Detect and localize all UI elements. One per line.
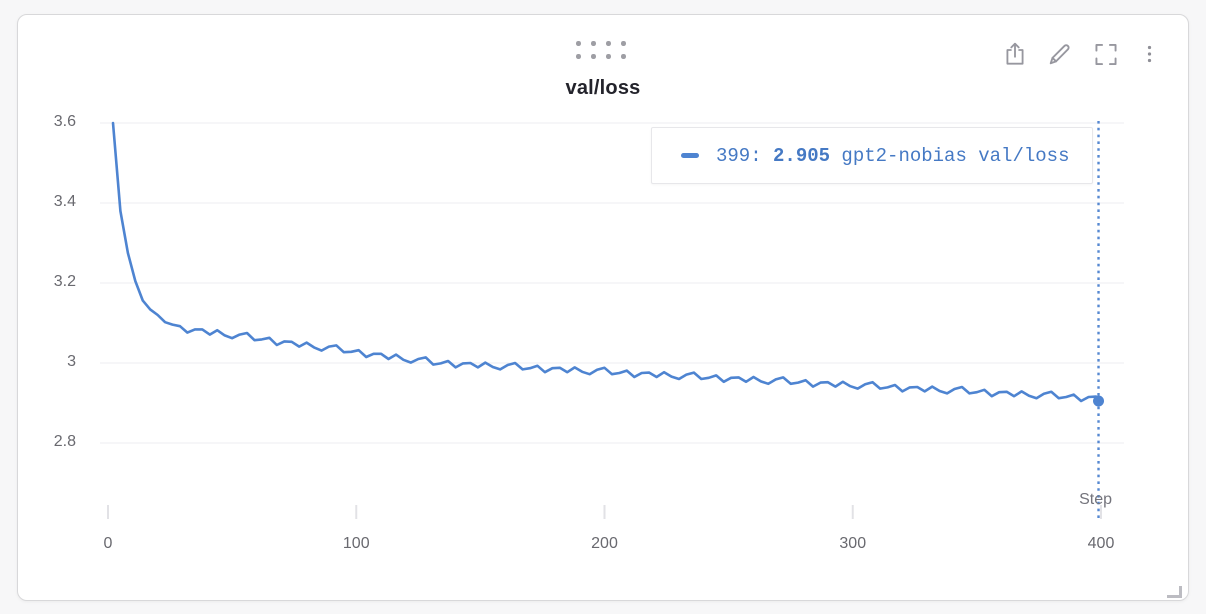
drag-dot [621,41,626,46]
y-tick-label: 3 [67,353,76,370]
y-tick-label: 3.2 [53,273,76,290]
drag-dot [591,54,596,59]
x-tick-label: 100 [342,535,370,552]
fullscreen-panel-button[interactable] [1091,41,1121,68]
export-panel-button[interactable] [1002,40,1028,68]
panel-toolbar [1002,40,1156,68]
share-export-icon [1006,42,1024,65]
fullscreen-icon [1095,43,1117,65]
drag-dot [606,41,611,46]
x-tick-label: 400 [1087,535,1115,552]
y-tick-label: 3.4 [53,193,76,210]
x-tick-label: 300 [839,535,867,552]
drag-dot [606,54,611,59]
plot-hover-region[interactable] [100,121,1126,521]
y-tick-label: 2.8 [53,433,76,450]
chart-title: val/loss [565,77,641,99]
drag-dot [576,41,581,46]
drag-dot [621,54,626,59]
kebab-menu-icon [1147,45,1152,63]
x-tick-label: 200 [591,535,618,552]
drag-dot [576,54,581,59]
x-axis-title: Step [1079,491,1112,508]
panel-menu-button[interactable] [1143,40,1156,68]
panel-drag-handle[interactable] [576,41,626,59]
edit-panel-button[interactable] [1046,41,1073,68]
drag-dot [591,41,596,46]
x-tick-label: 0 [103,535,113,552]
pencil-icon [1049,43,1070,64]
panel-resize-handle[interactable] [1167,586,1182,598]
y-tick-label: 3.6 [53,113,76,130]
